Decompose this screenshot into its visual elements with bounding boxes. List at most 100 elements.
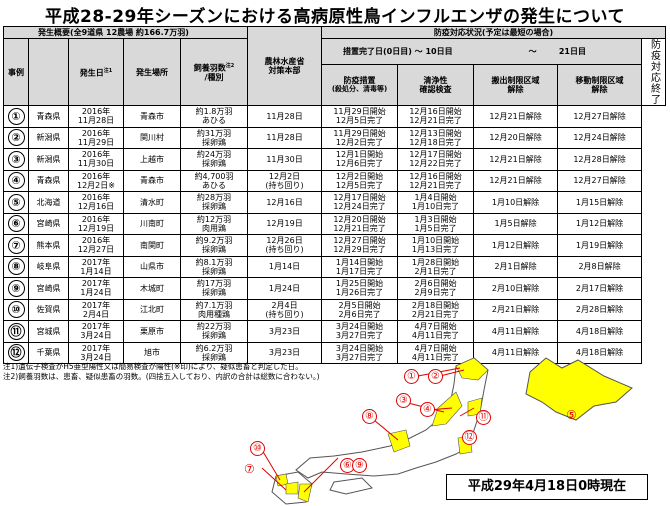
marker-11: ⑪ (476, 410, 491, 425)
move-zone-lift: 2月8日解除 (557, 255, 643, 278)
footnotes: 注1)遺伝子検査がH5亜型陽性又は簡易検査が陽性(※印)により、疑似患畜と判定し… (3, 362, 320, 382)
case-number: ④ (3, 169, 29, 192)
measures: 1月14日開始 1月17日完了 (321, 255, 399, 278)
out-zone-lift: 1月12日解除 (473, 234, 559, 257)
outbreak-place: 青森市 (123, 169, 181, 192)
marker-3: ③ (396, 393, 411, 408)
prefecture: 新潟県 (28, 126, 69, 149)
bird-count: 約17万羽 採卵鶏 (179, 277, 249, 300)
case-number: ② (3, 126, 29, 149)
outbreak-place: 南関町 (123, 234, 181, 257)
case-number: ⑧ (3, 255, 29, 278)
measures: 12月20日開始 12月21日完了 (321, 212, 399, 235)
outbreak-place: 上越市 (123, 148, 181, 171)
outbreak-date: 2016年 12月27日 (68, 234, 124, 257)
bird-count: 約22万羽 採卵鶏 (179, 320, 249, 343)
prefecture: 北海道 (28, 191, 69, 214)
move-zone-lift: 2月28日解除 (557, 298, 643, 321)
prefecture: 宮崎県 (28, 212, 69, 235)
clean-check: 4月7日開始 4月11日完了 (397, 320, 475, 343)
outbreak-place: 清水町 (123, 191, 181, 214)
out-zone-lift: 4月11日解除 (473, 320, 559, 343)
move-zone-lift: 1月15日解除 (557, 191, 643, 214)
prefecture: 青森県 (28, 169, 69, 192)
miyazaki-shape (297, 483, 313, 503)
table-row: ⑤ 北海道 2016年 12月16日 清水町 約28万羽 採卵鶏 12月16日 12月17日開始… (3, 191, 666, 214)
out-zone-lift: 1月5日解除 (473, 212, 559, 235)
outbreak-place: 青森市 (123, 105, 181, 128)
outbreak-place: 木城町 (123, 277, 181, 300)
hq-header: 農林水産省 対策本部 (247, 26, 323, 106)
move-zone-lift: 1月19日解除 (557, 234, 643, 257)
prefecture: 宮城県 (28, 320, 69, 343)
out-zone-lift: 2月10日解除 (473, 277, 559, 300)
measures: 11月29日開始 12月5日完了 (321, 105, 399, 128)
table-row: ② 新潟県 2016年 11月29日 関川村 約31万羽 採卵鶏 11月28日 11月29日開始… (3, 126, 666, 149)
move-header: 移動制限区域 解除 (557, 63, 643, 107)
prefecture: 青森県 (28, 105, 69, 128)
table-row: ⑥ 宮崎県 2016年 12月19日 川南町 約12万羽 肉用鶏 12月19日 12月20日開始… (3, 212, 666, 235)
case-number: ⑨ (3, 277, 29, 300)
bird-count: 約24万羽 採卵鶏 (179, 148, 249, 171)
out-zone-lift: 2月21日解除 (473, 298, 559, 321)
prefecture: 熊本県 (28, 234, 69, 257)
out-zone-lift: 2月1日解除 (473, 255, 559, 278)
out-zone-lift: 12月21日解除 (473, 105, 559, 128)
clean-check: 2月6日開始 2月9日完了 (397, 277, 475, 300)
hq-date: 3月23日 (247, 341, 323, 364)
clean-check: 12月13日開始 12月18日完了 (397, 126, 475, 149)
measures: 3月24日開始 3月27日完了 (321, 320, 399, 343)
marker-7: ⑦ (244, 462, 255, 476)
case-number: ⑤ (3, 191, 29, 214)
move-zone-lift: 1月12日解除 (557, 212, 643, 235)
outbreak-date: 2016年 12月2日※ (68, 169, 124, 192)
hq-date: 1月24日 (247, 277, 323, 300)
bird-count: 約8.1万羽 採卵鶏 (179, 255, 249, 278)
clean-check: 1月10日開始 1月13日完了 (397, 234, 475, 257)
move-zone-lift: 4月18日解除 (557, 320, 643, 343)
measures: 12月27日開始 12月29日完了 (321, 234, 399, 257)
out-zone-lift: 1月10日解除 (473, 191, 559, 214)
bird-count: 約6.2万羽 採卵鶏 (179, 341, 249, 364)
table-row: ⑫ 千葉県 2017年 3月24日 旭市 約6.2万羽 採卵鶏 3月23日 3月24日開始 3月2… (3, 341, 666, 364)
bird-count: 約7.1万羽 肉用種鶏 (179, 298, 249, 321)
shikoku-shape (329, 477, 373, 495)
aomori-shape (455, 357, 489, 381)
outbreak-date: 2016年 11月29日 (68, 126, 124, 149)
overview-header: 発生概要(全9道県 12農場 約166.7万羽) (2, 26, 249, 39)
clean-check: 1月3日開始 1月5日完了 (397, 212, 475, 235)
clean-check: 1月28日開始 2月1日完了 (397, 255, 475, 278)
outbreak-place: 川南町 (123, 212, 181, 235)
marker-4: ④ (420, 402, 435, 417)
hq-date: 3月23日 (247, 320, 323, 343)
outbreak-date: 2017年 3月24日 (68, 341, 124, 364)
case-number: ⑫ (3, 341, 29, 364)
measures: 3月24日開始 3月27日完了 (321, 341, 399, 364)
hq-date: 12月2日 (持ち回り) (247, 169, 323, 192)
bird-count: 約4,700羽 あひる (179, 169, 249, 192)
page-title: 平成28-29年シーズンにおける高病原性鳥インフルエンザの発生について (45, 7, 625, 27)
prefecture: 新潟県 (28, 148, 69, 171)
hq-date: 12月16日 (247, 191, 323, 214)
move-zone-lift: 12月27日解除 (557, 105, 643, 128)
footnote-1: 注1)遺伝子検査がH5亜型陽性又は簡易検査が陽性(※印)により、疑似患畜と判定し… (3, 362, 303, 371)
bird-count: 約31万羽 採卵鶏 (179, 126, 249, 149)
hq-date: 2月4日 (持ち回り) (247, 298, 323, 321)
marker-5: ⑤ (566, 408, 577, 422)
clean-check: 12月16日開始 12月21日完了 (397, 105, 475, 128)
bird-count: 約9.2万羽 採卵鶏 (179, 234, 249, 257)
case-number: ③ (3, 148, 29, 171)
end-cell: 防疫対応終了 (641, 38, 667, 106)
clean-check: 1月4日開始 1月10日完了 (397, 191, 475, 214)
marker-8: ⑧ (362, 409, 377, 424)
table-row: ⑨ 宮崎県 2017年 1月24日 木城町 約17万羽 採卵鶏 1月24日 1月25日開始 1月2… (3, 277, 666, 300)
case-number: ⑪ (3, 320, 29, 343)
outbreak-place: 江北町 (123, 298, 181, 321)
outbreak-date: 2016年 11月28日 (68, 105, 124, 128)
out-zone-lift: 12月21日解除 (473, 148, 559, 171)
table-row: ⑦ 熊本県 2016年 12月27日 南関町 約9.2万羽 採卵鶏 12月26日 (持ち回り) 1… (3, 234, 666, 257)
case-number: ① (3, 105, 29, 128)
hokkaido-shape (525, 357, 633, 421)
bird-count: 約12万羽 肉用鶏 (179, 212, 249, 235)
out-zone-lift: 4月11日解除 (473, 341, 559, 364)
